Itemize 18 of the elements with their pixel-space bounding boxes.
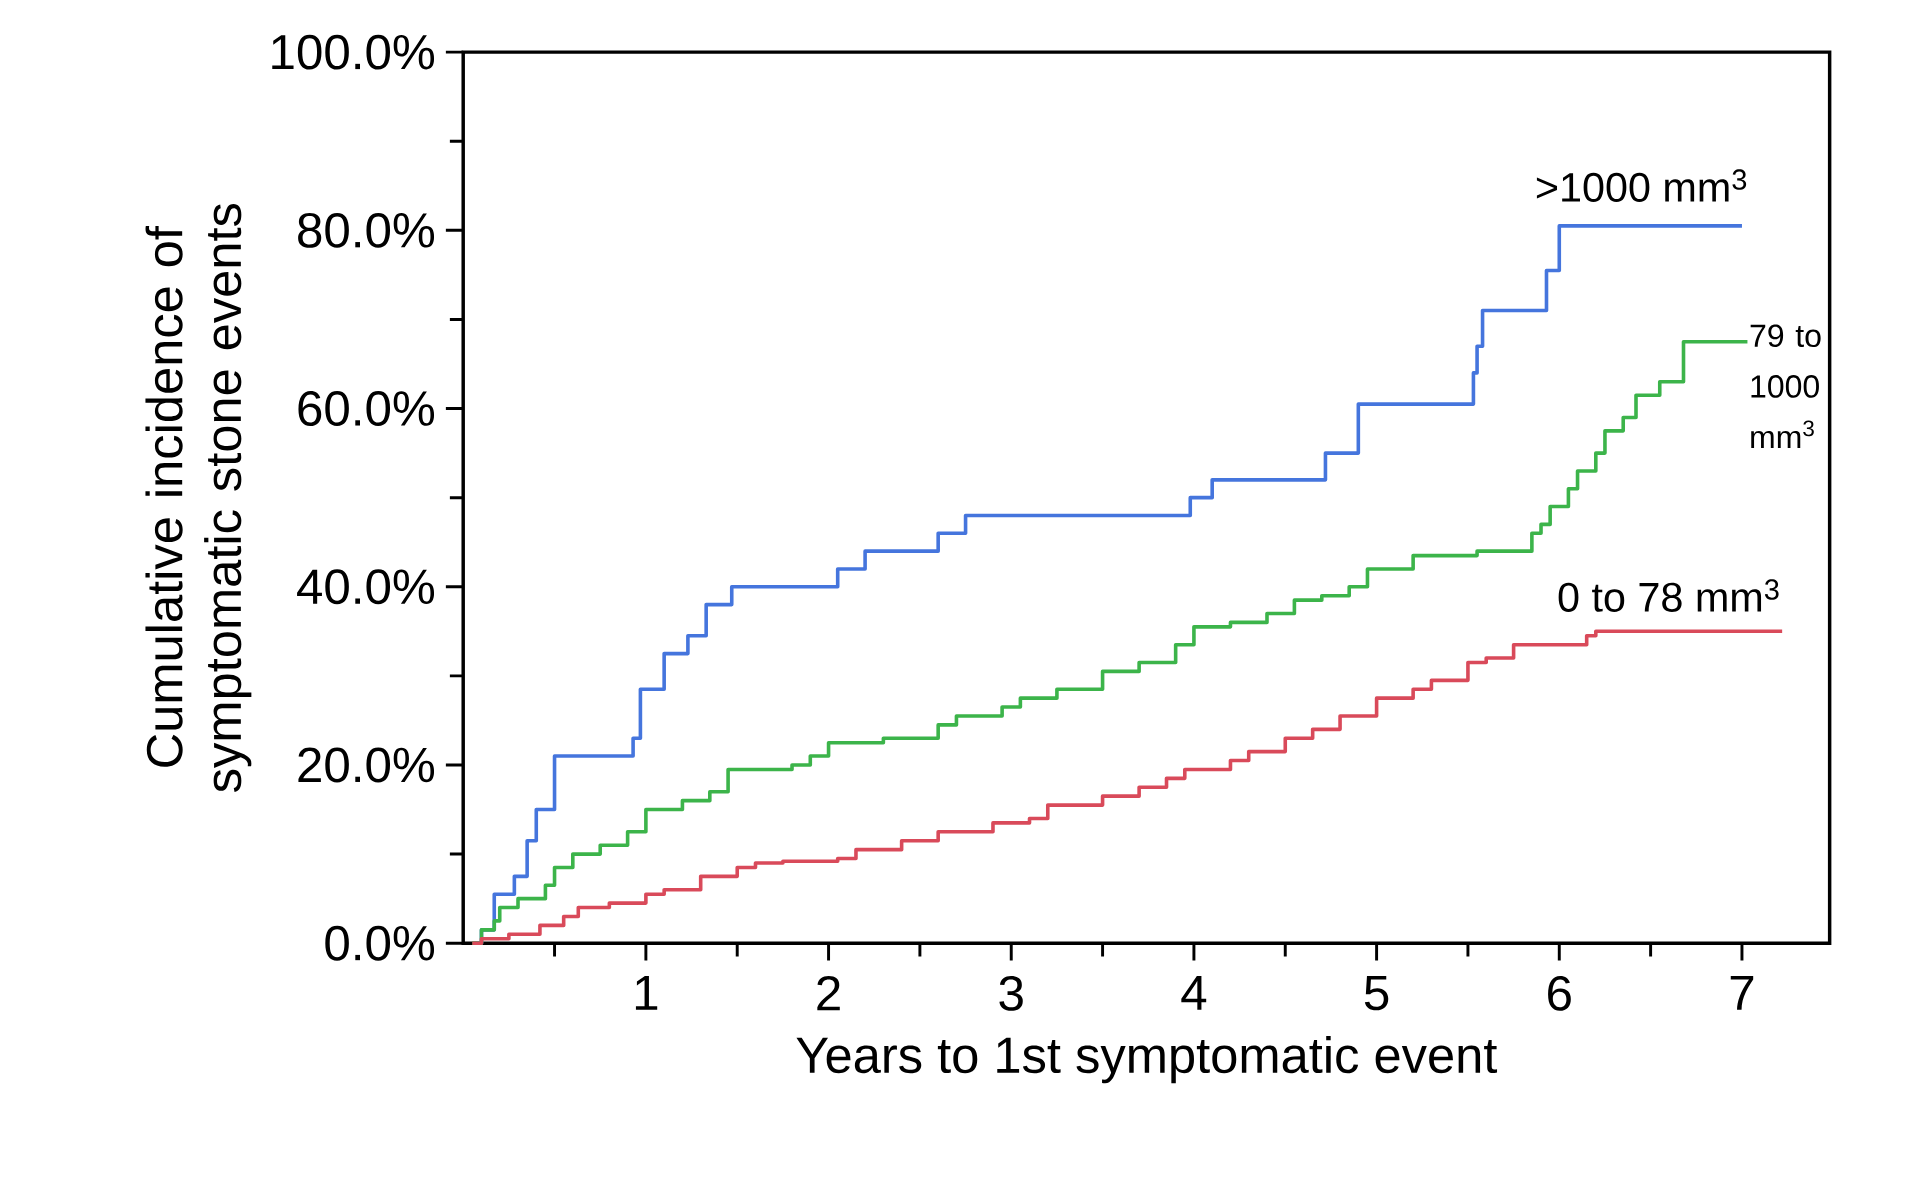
x-tick-label: 5 (1364, 975, 1389, 1011)
y-tick-label: 100.0% (272, 34, 435, 70)
x-tick-label: 7 (1730, 975, 1754, 1010)
y-tick-label: 80.0% (298, 212, 435, 248)
x-tick-label: 2 (817, 975, 840, 1011)
y-tick-label: 0.0% (325, 925, 435, 961)
y-tick-label: 60.0% (298, 391, 435, 426)
x-axis-title: Years to 1st symptomatic event (796, 1035, 1498, 1084)
series-label: 79 to 1000 mm$^{3}$ (1750, 324, 1821, 449)
y-tick-label: 40.0% (297, 569, 435, 605)
x-tick-label: 1 (635, 975, 658, 1010)
series-label: >1000 mm$^{3}$ (1536, 169, 1747, 202)
x-tick-label: 4 (1181, 975, 1207, 1010)
series-label: 0 to 78 mm$^{3}$ (1558, 579, 1779, 612)
y-axis-title: Cumulative incidence of symptomatic stone events (145, 203, 252, 792)
x-tick-label: 6 (1548, 975, 1571, 1011)
x-tick-label: 3 (999, 975, 1023, 1011)
y-tick-label: 20.0% (298, 747, 435, 783)
